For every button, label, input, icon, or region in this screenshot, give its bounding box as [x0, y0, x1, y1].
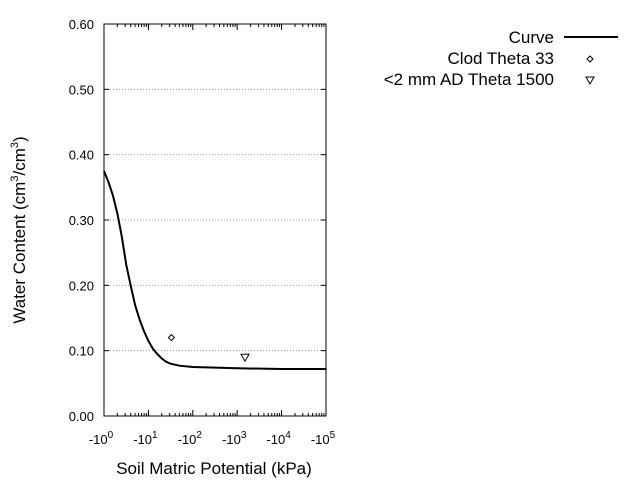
x-tick-label: -100 [89, 430, 114, 447]
y-tick-label: 0.50 [69, 82, 94, 97]
x-axis-title: Soil Matric Potential (kPa) [116, 459, 312, 478]
y-tick-label: 0.30 [69, 213, 94, 228]
series-layer [103, 170, 326, 370]
triangle-down-marker [240, 353, 250, 363]
legend: Curve Clod Theta 33 <2 mm AD Theta 1500 [384, 28, 618, 89]
x-tick-label: -102 [178, 430, 203, 447]
legend-label: Curve [509, 28, 554, 47]
diamond-marker [167, 333, 176, 342]
x-tick-label: -105 [311, 430, 336, 447]
y-axis-title-part: ) [10, 136, 29, 142]
legend-diamond-sample [586, 55, 594, 63]
grid-layer [104, 88, 326, 352]
legend-triangle-down-sample [585, 76, 595, 86]
y-tick-label: 0.60 [69, 17, 94, 32]
x-tick-label: -103 [222, 430, 247, 447]
x-tick-label: -104 [266, 430, 291, 447]
y-axis-title-part: /cm [10, 148, 29, 175]
y-axis-title-sup: 3 [9, 176, 21, 182]
legend-label: Clod Theta 33 [448, 49, 554, 68]
tick-layer: 0.00 0.10 0.20 0.30 0.40 0.50 0.60 -100 -101 -102… [69, 17, 336, 447]
y-axis-title-part: Water Content (cm [10, 182, 29, 324]
x-tick-label: -101 [133, 430, 158, 447]
y-tick-label: 0.20 [69, 278, 94, 293]
y-tick-label: 0.00 [69, 409, 94, 424]
y-tick-label: 0.40 [69, 148, 94, 163]
y-axis-title-sup: 3 [9, 142, 21, 148]
curve-line [103, 170, 326, 370]
y-axis-title: Water Content (cm3/cm3) [9, 136, 29, 323]
legend-label: <2 mm AD Theta 1500 [384, 70, 554, 89]
y-tick-label: 0.10 [69, 344, 94, 359]
